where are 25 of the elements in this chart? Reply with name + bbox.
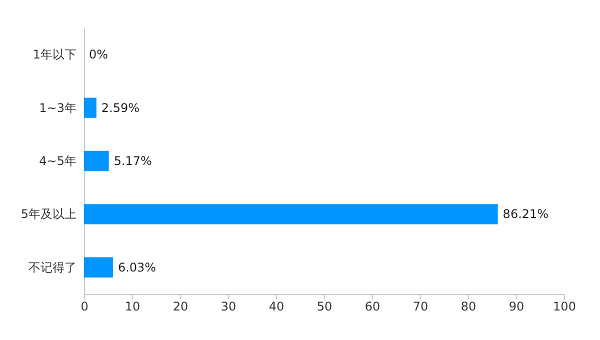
data-label: 6.03% [118,260,156,274]
x-tick-label: 90 [508,300,524,314]
x-tick-label: 10 [124,300,140,314]
data-label: 86.21% [502,207,549,222]
y-tick-label: 不记得了 [28,260,76,274]
data-label: 0% [89,48,108,62]
x-tick-label: 80 [460,300,476,314]
bar [84,98,96,118]
bar [84,150,109,172]
x-tick-label: 60 [364,300,380,314]
x-tick-label: 40 [268,300,284,314]
bar [84,204,498,224]
x-tick-label: 20 [172,300,188,314]
bar [84,257,113,278]
x-tick-label: 100 [553,300,576,314]
x-tick-label: 30 [220,300,236,314]
x-tick-label: 50 [316,300,332,314]
y-tick-label: 4~5年 [39,154,76,168]
data-label: 5.17% [114,154,152,168]
x-tick-label: 0 [80,300,88,314]
y-tick-label: 5年及以上 [20,207,76,222]
y-tick-label: 1~3年 [39,100,76,115]
y-tick-label: 1年以下 [32,48,76,62]
x-tick-label: 70 [412,300,428,314]
data-label: 2.59% [101,100,140,115]
